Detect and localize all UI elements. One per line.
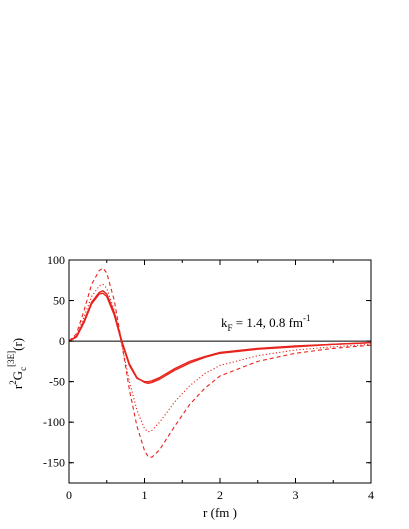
y-tick-label: -50 (49, 375, 65, 389)
y-tick-label: 100 (47, 253, 65, 267)
series-line-1-solid (68, 290, 372, 384)
x-tick-label: 3 (293, 488, 299, 502)
x-tick-label: 2 (217, 488, 223, 502)
annotation-kf: kF = 1.4, 0.8 fm-1 (221, 313, 311, 333)
x-tick-label: 1 (142, 488, 148, 502)
y-tick-label: -100 (43, 415, 65, 429)
series-line-3-dotted (68, 283, 372, 433)
x-tick-label: 4 (368, 488, 374, 502)
ticks-layer: 0 1 2 3 4 100 50 0 -50 -100 -150 (43, 253, 374, 502)
y-tick-label: -150 (43, 456, 65, 470)
series-line-4-dashed (68, 267, 372, 458)
y-tick-label: 0 (59, 334, 65, 348)
x-axis-label: r (fm ) (203, 505, 237, 520)
plot-layer (68, 267, 372, 458)
x-tick-label: 0 (66, 488, 72, 502)
plot-frame (68, 259, 372, 484)
y-tick-label: 50 (53, 294, 65, 308)
y-axis-label: r2Gc[3E](r) (6, 338, 28, 389)
series-line-2-solid (68, 292, 372, 383)
